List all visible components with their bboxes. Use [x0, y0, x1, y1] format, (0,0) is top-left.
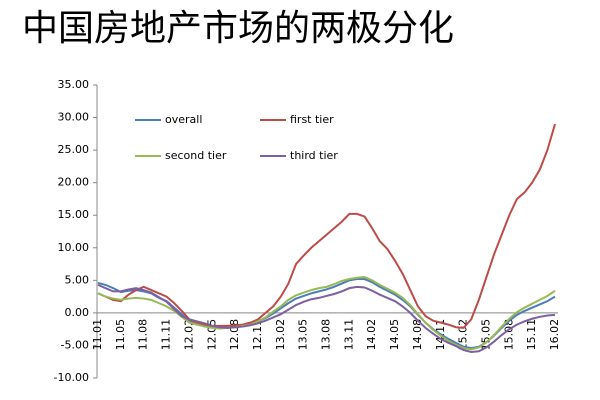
legend-label: second tier: [165, 149, 227, 162]
x-tick-label: 15.11: [525, 319, 538, 351]
y-tick-label: -5.00: [61, 338, 89, 351]
y-tick-label: 20.00: [58, 176, 90, 189]
x-tick-label: 13.08: [320, 319, 333, 351]
y-tick-label: 10.00: [58, 241, 90, 254]
y-tick-label: 25.00: [58, 143, 90, 156]
x-tick-label: 12.08: [228, 319, 241, 351]
y-tick-label: 30.00: [58, 111, 90, 124]
x-tick-label: 16.02: [548, 319, 561, 351]
series-line: [97, 283, 556, 353]
x-tick-label: 11.05: [114, 319, 127, 351]
x-tick-label: 14.08: [411, 319, 424, 351]
x-tick-label: 12.11: [251, 319, 264, 351]
y-tick-label: 0.00: [65, 306, 90, 319]
legend-label: first tier: [290, 113, 334, 126]
x-tick-label: 15.05: [479, 319, 492, 351]
legend-label: overall: [165, 113, 202, 126]
x-tick-label: 13.05: [297, 319, 310, 351]
x-tick-label: 14.02: [365, 319, 378, 351]
y-tick-label: 5.00: [65, 273, 90, 286]
legend-label: third tier: [290, 149, 338, 162]
y-tick-label: -10.00: [54, 371, 89, 384]
x-tick-label: 12.02: [182, 319, 195, 351]
x-tick-label: 11.08: [137, 319, 150, 351]
y-tick-label: 15.00: [58, 208, 90, 221]
y-tick-label: 35.00: [58, 78, 90, 91]
series-line: [97, 276, 556, 351]
x-tick-label: 14.05: [388, 319, 401, 351]
x-tick-label: 13.11: [342, 319, 355, 351]
x-tick-label: 11.01: [91, 319, 104, 351]
chart-title: 中国房地产市场的两极分化: [22, 8, 454, 49]
x-tick-label: 13.02: [274, 319, 287, 351]
series-line: [97, 123, 556, 329]
x-tick-label: 11.11: [160, 319, 173, 351]
